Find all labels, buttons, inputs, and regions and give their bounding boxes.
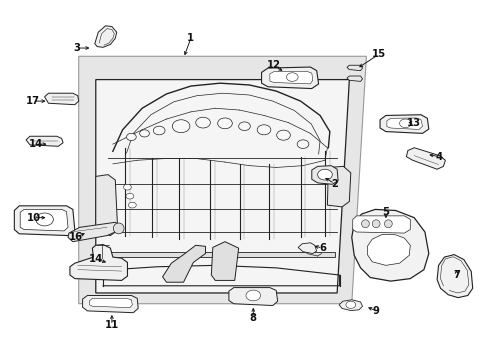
Polygon shape [68, 222, 120, 242]
Circle shape [128, 202, 136, 208]
Polygon shape [386, 118, 422, 130]
Circle shape [257, 125, 270, 135]
Polygon shape [298, 243, 316, 253]
Circle shape [286, 73, 298, 81]
Polygon shape [261, 67, 318, 89]
Text: 17: 17 [25, 96, 40, 106]
Text: 3: 3 [73, 43, 80, 53]
Circle shape [123, 184, 131, 190]
Polygon shape [406, 148, 445, 169]
Polygon shape [366, 234, 409, 265]
Circle shape [399, 119, 410, 128]
Polygon shape [89, 298, 132, 308]
Circle shape [317, 169, 331, 180]
Polygon shape [352, 216, 409, 233]
Circle shape [36, 213, 53, 226]
Polygon shape [44, 93, 79, 105]
Polygon shape [269, 71, 312, 84]
Polygon shape [26, 136, 63, 146]
Polygon shape [346, 76, 362, 81]
Polygon shape [211, 242, 238, 280]
Circle shape [238, 122, 250, 131]
Polygon shape [96, 175, 118, 235]
Text: 14: 14 [29, 139, 43, 149]
Circle shape [217, 118, 232, 129]
Polygon shape [96, 80, 348, 293]
Polygon shape [82, 296, 138, 313]
Polygon shape [379, 115, 428, 134]
Text: 16: 16 [69, 232, 83, 242]
Text: 4: 4 [435, 152, 442, 162]
Text: 10: 10 [27, 213, 41, 222]
Circle shape [345, 301, 355, 309]
Ellipse shape [384, 220, 391, 228]
Text: 8: 8 [249, 313, 256, 323]
Ellipse shape [371, 220, 379, 228]
Circle shape [195, 117, 210, 128]
Polygon shape [351, 210, 428, 281]
Polygon shape [14, 206, 75, 235]
Polygon shape [162, 245, 205, 282]
Circle shape [126, 134, 136, 140]
Polygon shape [228, 288, 277, 306]
Text: 7: 7 [452, 270, 459, 280]
Circle shape [297, 140, 308, 148]
Polygon shape [79, 56, 366, 304]
Polygon shape [338, 300, 362, 311]
Text: 15: 15 [371, 49, 385, 59]
Polygon shape [436, 255, 472, 298]
Polygon shape [311, 166, 337, 184]
Circle shape [172, 120, 189, 133]
Polygon shape [346, 65, 362, 71]
Text: 1: 1 [187, 33, 194, 43]
Polygon shape [105, 252, 334, 257]
Circle shape [126, 193, 134, 199]
Polygon shape [20, 210, 68, 231]
Text: 9: 9 [372, 306, 379, 316]
Ellipse shape [113, 223, 124, 234]
Circle shape [153, 126, 164, 135]
Ellipse shape [361, 220, 368, 228]
Polygon shape [95, 26, 117, 47]
Text: 11: 11 [104, 320, 119, 330]
Text: 5: 5 [382, 207, 388, 217]
Text: 2: 2 [330, 179, 338, 189]
Polygon shape [327, 166, 350, 207]
Text: 14: 14 [88, 254, 102, 264]
Circle shape [245, 290, 260, 301]
Text: 12: 12 [266, 60, 280, 70]
Text: 6: 6 [318, 243, 325, 253]
Text: 13: 13 [407, 118, 420, 128]
Circle shape [140, 130, 149, 137]
Circle shape [276, 130, 290, 140]
Polygon shape [70, 244, 127, 280]
